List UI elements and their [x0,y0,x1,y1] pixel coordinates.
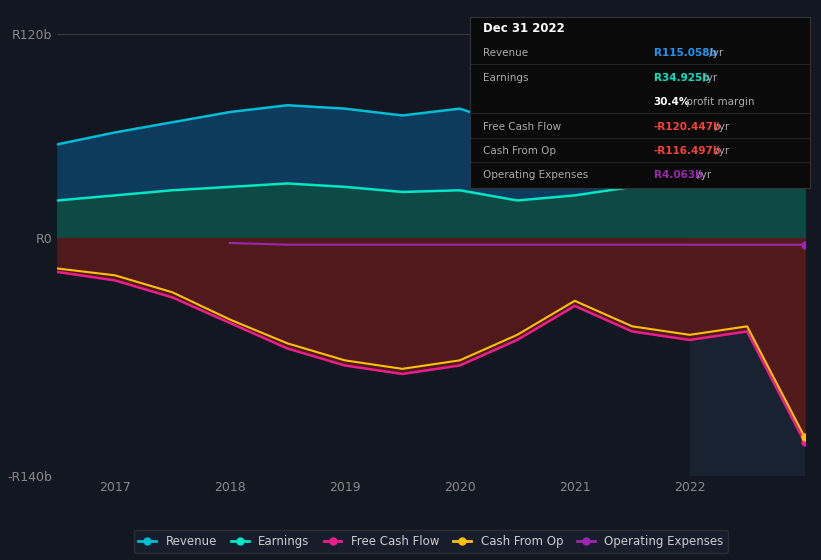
Text: Dec 31 2022: Dec 31 2022 [484,22,565,35]
Text: -R120.447b: -R120.447b [654,122,721,132]
Text: /yr: /yr [706,48,723,58]
Text: profit margin: profit margin [682,97,754,107]
Text: Operating Expenses: Operating Expenses [484,170,589,180]
Text: 30.4%: 30.4% [654,97,690,107]
Text: R34.925b: R34.925b [654,73,709,83]
Text: -R116.497b: -R116.497b [654,146,721,156]
Text: R115.058b: R115.058b [654,48,717,58]
Text: Free Cash Flow: Free Cash Flow [484,122,562,132]
Legend: Revenue, Earnings, Free Cash Flow, Cash From Op, Operating Expenses: Revenue, Earnings, Free Cash Flow, Cash … [134,530,728,553]
Bar [690,17,805,476]
Text: /yr: /yr [712,122,729,132]
Text: /yr: /yr [700,73,718,83]
Text: /yr: /yr [712,146,729,156]
Text: /yr: /yr [694,170,711,180]
Text: Cash From Op: Cash From Op [484,146,557,156]
Text: R4.063b: R4.063b [654,170,702,180]
Text: Earnings: Earnings [484,73,529,83]
Text: Revenue: Revenue [484,48,529,58]
